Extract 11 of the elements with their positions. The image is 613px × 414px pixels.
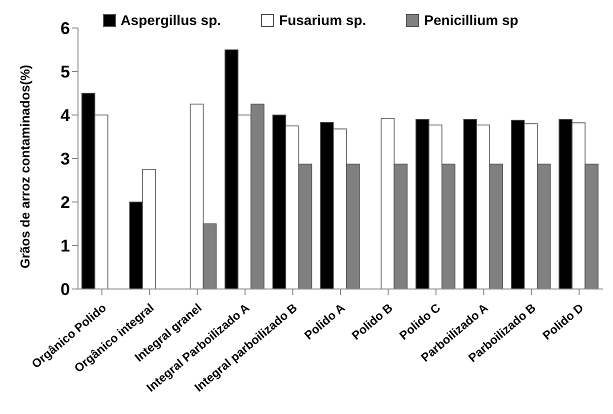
- y-axis-title: Grãos de arroz contaminados(%): [18, 64, 33, 268]
- y-tick-label: 0: [60, 280, 70, 300]
- legend-label: Penicillium sp: [424, 12, 518, 28]
- legend-label: Aspergillus sp.: [120, 12, 222, 28]
- y-tick-label: 1: [60, 236, 70, 256]
- y-tick-label: 5: [60, 62, 70, 82]
- y-tick-label: 4: [60, 106, 71, 126]
- legend-label: Fusarium sp.: [279, 12, 366, 28]
- y-tick-label: 2: [60, 193, 70, 212]
- y-tick-label: 6: [60, 19, 70, 38]
- y-tick-label: 3: [60, 150, 70, 169]
